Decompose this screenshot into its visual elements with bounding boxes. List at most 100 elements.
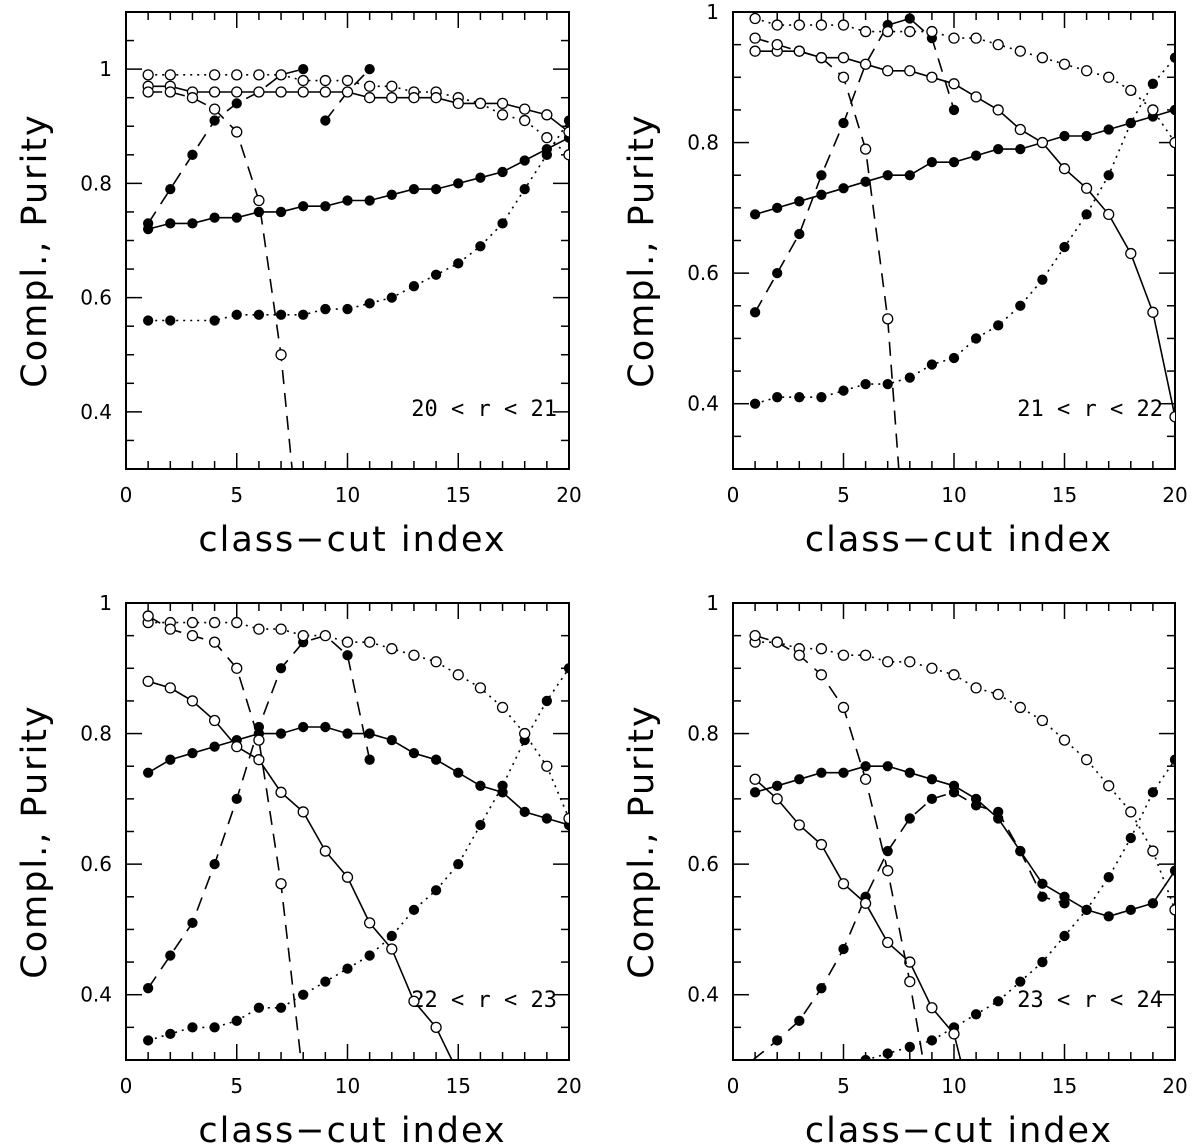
data-point <box>772 267 783 279</box>
series-2 <box>142 132 569 235</box>
data-point <box>1014 123 1026 136</box>
data-point <box>794 196 805 207</box>
series-1 <box>142 115 569 326</box>
data-point <box>992 104 1004 116</box>
data-point <box>142 218 154 229</box>
data-point <box>164 682 176 694</box>
data-point <box>926 71 938 83</box>
data-point <box>1037 274 1048 285</box>
y-tick-label: 0.8 <box>80 171 112 195</box>
data-point <box>231 69 243 81</box>
data-point <box>882 656 894 668</box>
data-point <box>948 157 960 168</box>
y-tick-label: 1 <box>99 57 112 81</box>
data-point <box>541 813 552 824</box>
data-point <box>815 19 828 31</box>
data-point <box>837 52 850 64</box>
data-point <box>209 212 220 223</box>
data-point <box>926 774 938 785</box>
data-point <box>948 78 960 90</box>
data-point <box>1125 904 1136 915</box>
data-point <box>926 157 938 168</box>
data-point <box>859 773 872 785</box>
data-point <box>275 1002 287 1013</box>
data-point <box>1080 754 1093 766</box>
data-point <box>386 734 397 746</box>
data-point <box>364 950 375 961</box>
data-point <box>1169 411 1175 423</box>
data-point <box>142 610 154 622</box>
data-point <box>563 126 569 138</box>
data-point <box>793 45 805 57</box>
data-point <box>948 669 960 681</box>
data-point <box>474 682 487 694</box>
data-point <box>1036 714 1049 727</box>
data-point <box>993 143 1004 155</box>
data-point <box>253 623 265 635</box>
series-line <box>754 57 1175 405</box>
data-point <box>1169 52 1175 63</box>
data-point <box>1103 71 1115 83</box>
data-point <box>749 45 761 57</box>
data-point <box>364 298 375 309</box>
data-point <box>1169 104 1175 116</box>
data-point <box>341 86 354 98</box>
data-point <box>519 155 530 166</box>
data-point <box>859 649 872 661</box>
data-point <box>342 303 353 315</box>
data-point <box>341 636 354 648</box>
data-point <box>904 13 915 24</box>
data-point <box>496 109 509 121</box>
data-point <box>1125 84 1137 96</box>
data-point <box>860 378 871 390</box>
data-point <box>1058 58 1071 70</box>
data-point <box>948 787 960 798</box>
panel-2: 0 5 10 15 20 0.4 0.6 0.8 1 class−cut index Compl.,… <box>622 0 1188 560</box>
data-point <box>430 92 442 104</box>
series-4 <box>749 636 1175 916</box>
data-point <box>1103 780 1115 792</box>
data-point <box>253 754 265 766</box>
y-tick-label: 0.8 <box>687 722 719 746</box>
data-point <box>904 25 916 38</box>
data-point <box>164 86 176 98</box>
data-point <box>208 616 221 629</box>
data-point <box>815 669 828 681</box>
data-point <box>541 132 553 144</box>
series-1 <box>749 52 1175 409</box>
series-line <box>147 680 453 1060</box>
data-point <box>298 721 309 733</box>
x-tick-label: 15 <box>1052 483 1077 507</box>
data-point <box>541 760 553 772</box>
series-5 <box>749 45 1175 423</box>
data-point <box>275 309 287 320</box>
data-point <box>320 201 331 212</box>
data-point <box>1037 878 1048 889</box>
data-point <box>187 748 198 759</box>
data-point <box>563 663 569 674</box>
data-point <box>208 69 221 81</box>
data-point <box>408 92 420 104</box>
series-line <box>148 91 293 469</box>
data-point <box>363 636 376 648</box>
data-point <box>1147 898 1159 909</box>
data-point <box>297 86 309 98</box>
data-point <box>164 69 176 81</box>
data-point <box>1036 52 1049 64</box>
data-point <box>142 86 154 98</box>
data-point <box>838 117 849 129</box>
data-point <box>453 258 464 269</box>
panel-3: 0 5 10 15 20 0.4 0.6 0.8 1 class−cut index Compl.,… <box>15 591 582 1148</box>
data-point <box>231 1015 242 1026</box>
data-point <box>363 917 376 929</box>
data-point <box>187 218 198 229</box>
data-point <box>1058 163 1071 175</box>
series-line <box>755 50 1175 417</box>
data-point <box>771 636 783 648</box>
data-point <box>319 845 332 857</box>
data-point <box>386 92 398 104</box>
x-tick-label: 20 <box>556 1074 581 1098</box>
x-tick-label: 0 <box>727 483 740 507</box>
magnitude-range-label: 21 < r < 22 <box>1017 397 1163 422</box>
data-point <box>837 649 850 661</box>
